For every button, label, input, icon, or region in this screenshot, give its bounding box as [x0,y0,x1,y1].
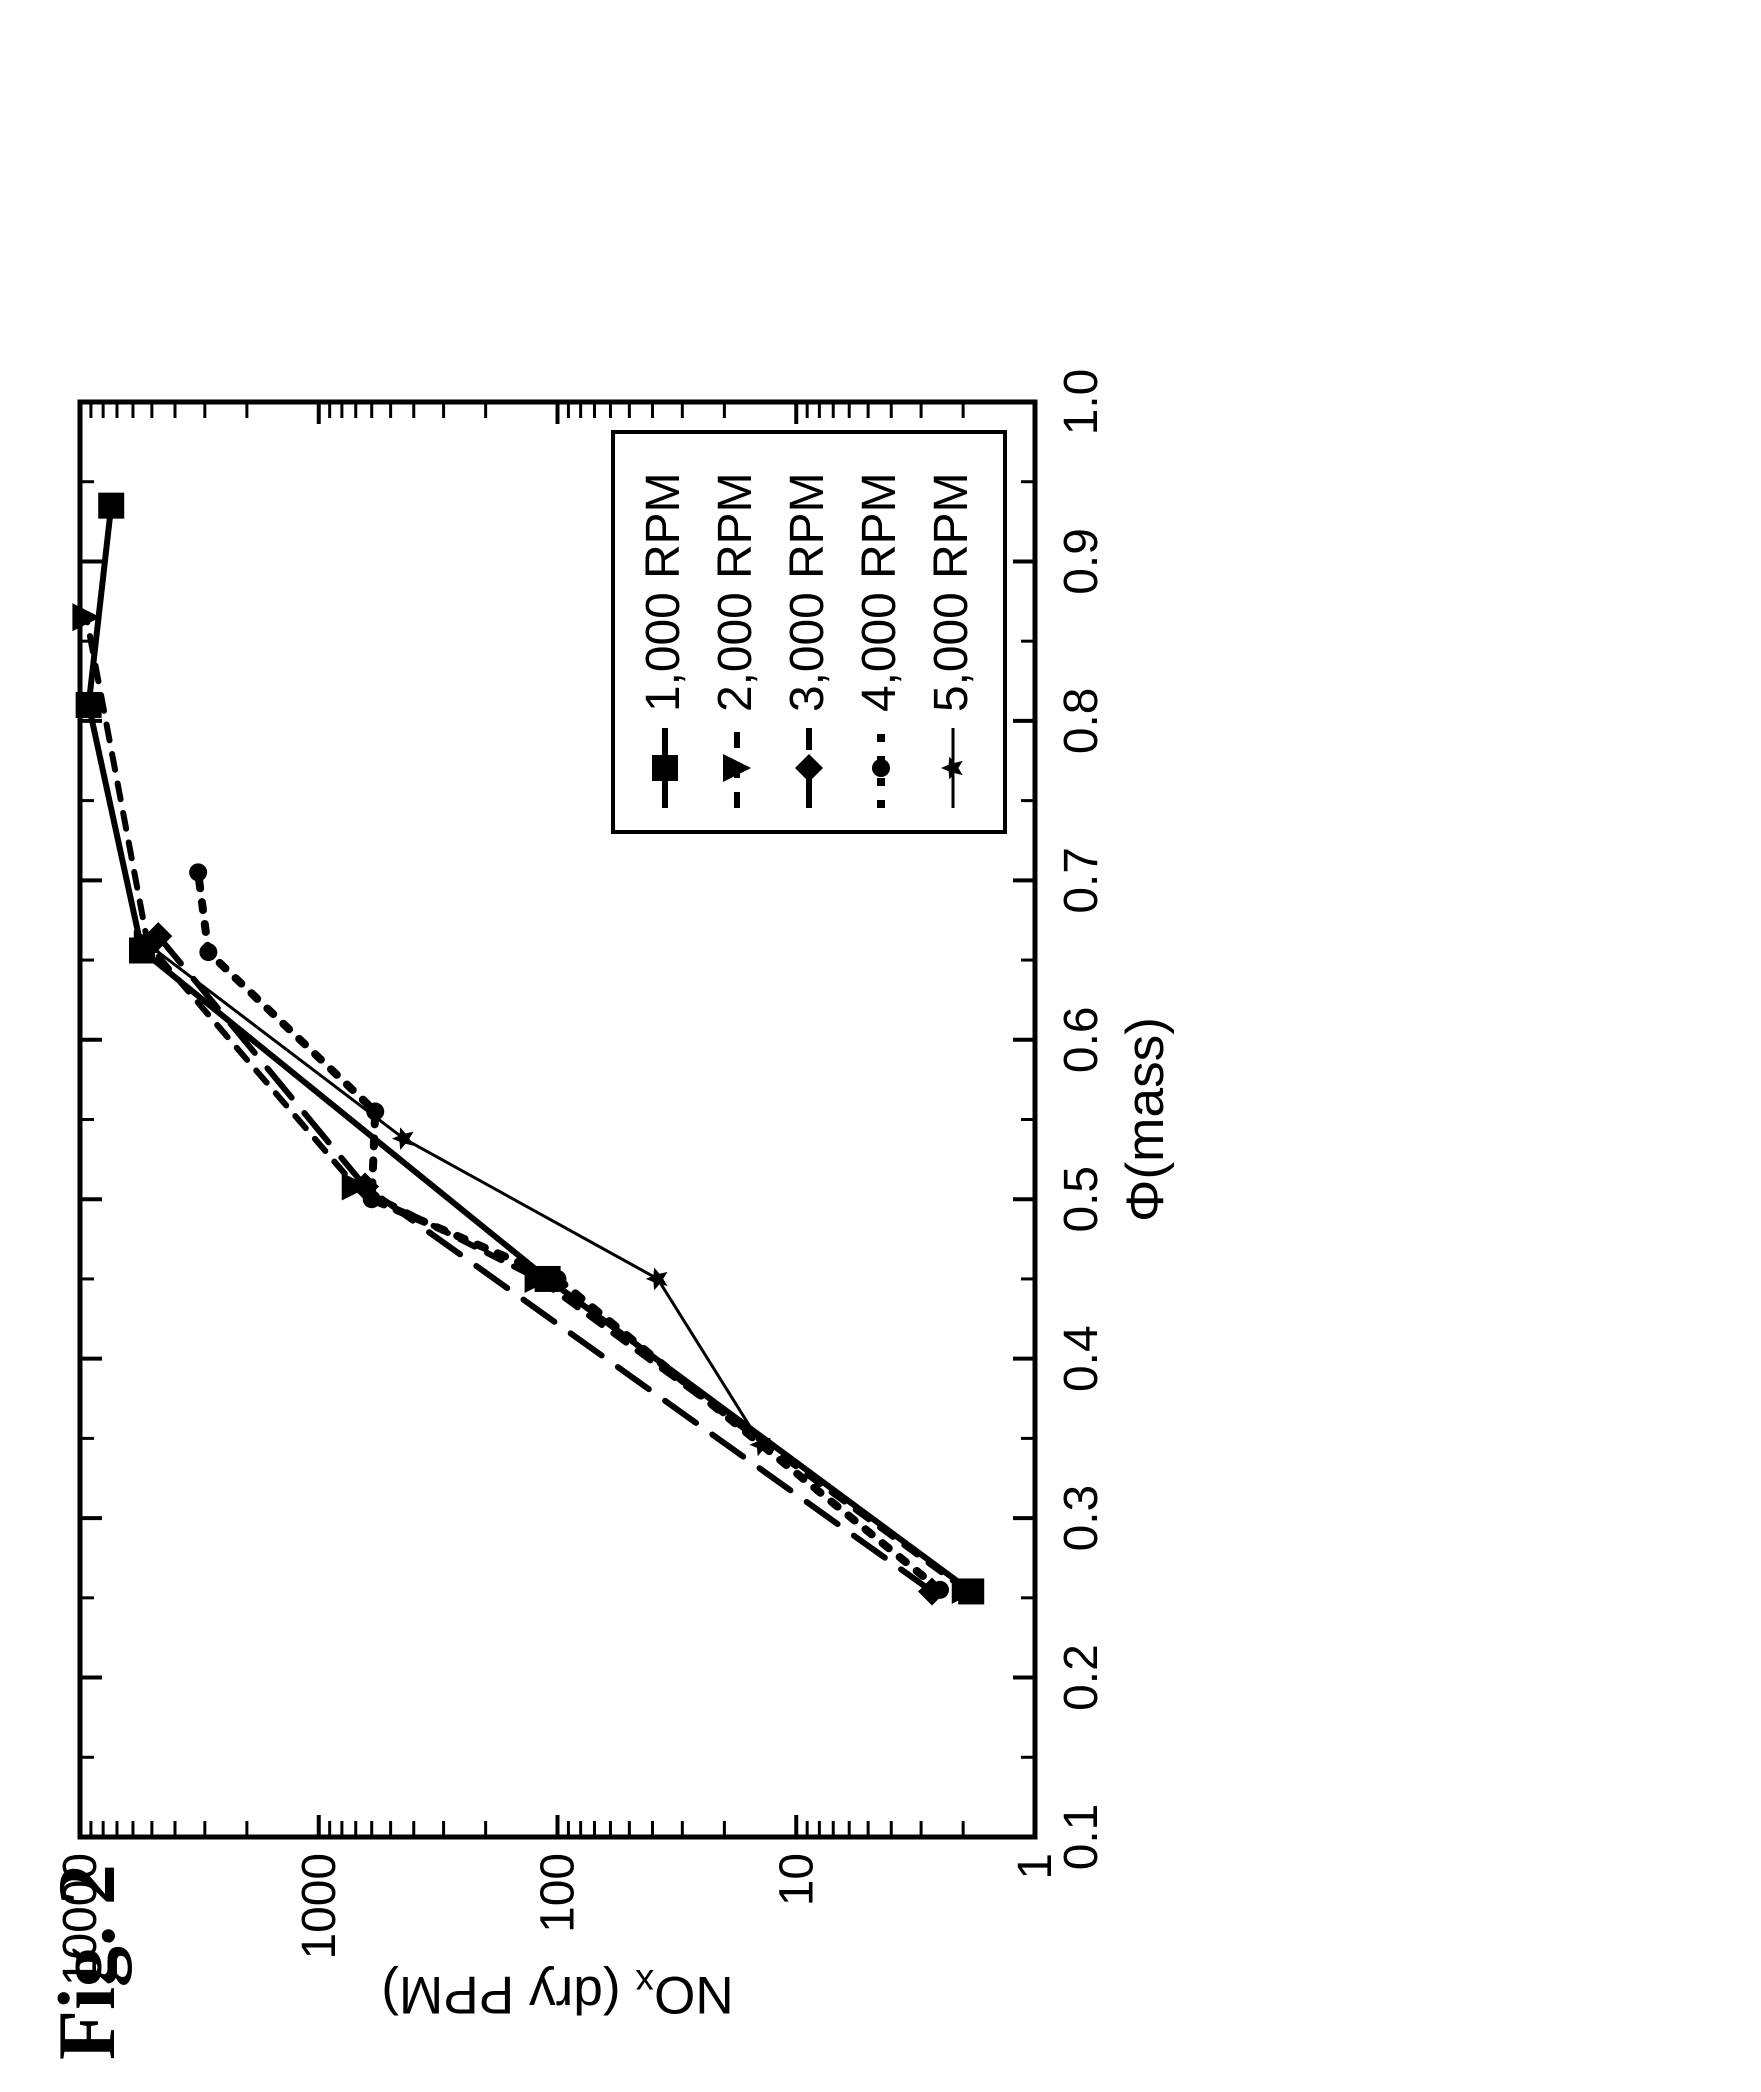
legend-item-label: 3,000 RPM [781,473,834,713]
x-tick-label: 0.4 [1055,1325,1108,1392]
legend-item-label: 4,000 RPM [853,473,906,713]
x-tick-label: 0.3 [1055,1485,1108,1552]
x-tick-label: 0.9 [1055,528,1108,595]
series-3 [144,922,946,1605]
legend-item-label: 5,000 RPM [925,473,978,713]
x-tick-label: 0.2 [1055,1644,1108,1711]
y-tick-label: 1000 [293,1853,346,1960]
y-tick-label: 10 [770,1853,823,1906]
x-axis-label: Φ(mass) [1116,1017,1175,1222]
x-tick-label: 0.5 [1055,1166,1108,1233]
y-axis-label: NOx (dry PPM) [381,1962,734,2024]
x-tick-label: 0.7 [1055,847,1108,914]
x-tick-label: 1.0 [1055,369,1108,436]
legend: 1,000 RPM 2,000 RPM 3,000 RPM 4,000 RPM 5,00… [613,432,1005,832]
legend-item-label: 1,000 RPM [637,473,690,713]
x-tick-label: 0.1 [1055,1804,1108,1871]
y-tick-label: 1 [1009,1853,1062,1880]
nox-chart: 0.1 0.2 0.3 0.4 0.5 0.6 0.7 0.8 0.9 1.0 Φ(mass) 1 10… [0,0,1761,2092]
legend-item-label: 2,000 RPM [709,473,762,713]
y-tick-label: 10000 [54,1853,107,1986]
x-tick-label: 0.8 [1055,688,1108,755]
y-tick-label: 100 [532,1853,585,1933]
x-tick-label: 0.6 [1055,1006,1108,1073]
